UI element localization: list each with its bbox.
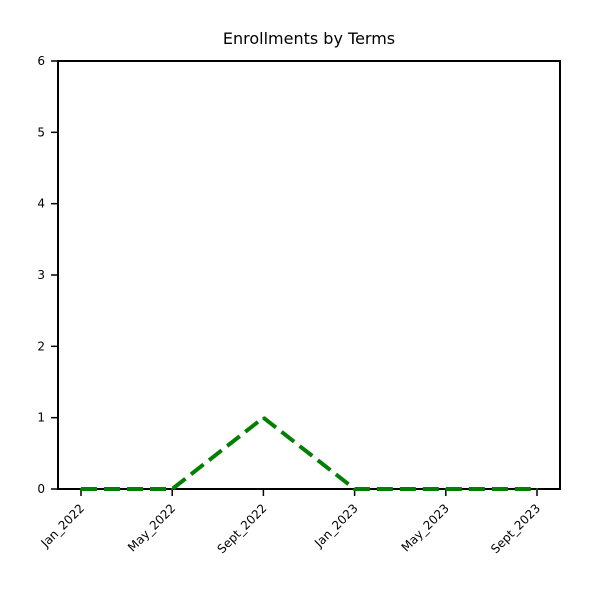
y-axis: 0 1 2 3 4 5 6 xyxy=(37,54,58,496)
y-tick-label-4: 4 xyxy=(37,197,45,211)
data-point-0-3 xyxy=(353,488,356,490)
y-tick-label-5: 5 xyxy=(37,125,45,139)
data-point-0-5 xyxy=(536,488,538,490)
y-tick-label-1: 1 xyxy=(37,411,45,425)
data-point-0-1 xyxy=(171,488,174,490)
x-axis: Jan_2022 May_2022 Sept_2022 Jan_2023 May_202… xyxy=(38,489,543,556)
y-tick-label-6: 6 xyxy=(37,54,45,68)
x-tick-label-2: Sept_2022 xyxy=(214,501,269,556)
x-tick-label-5: Sept_2023 xyxy=(488,501,543,556)
x-tick-label-0: Jan_2022 xyxy=(38,501,88,551)
data-point-0-2 xyxy=(262,416,265,419)
y-tick-label-2: 2 xyxy=(37,339,45,353)
y-tick-label-0: 0 xyxy=(37,482,45,496)
x-tick-label-3: Jan_2023 xyxy=(311,501,361,551)
y-tick-label-3: 3 xyxy=(37,268,45,282)
x-tick-label-1: May_2022 xyxy=(125,501,178,554)
chart-title: Enrollments by Terms xyxy=(223,29,395,48)
series-layer xyxy=(80,415,538,491)
series-line-0 xyxy=(81,415,537,491)
plot-area xyxy=(57,60,561,490)
x-tick-label-4: May_2023 xyxy=(399,501,452,554)
data-point-0-0 xyxy=(80,488,82,490)
data-point-0-4 xyxy=(444,488,447,490)
